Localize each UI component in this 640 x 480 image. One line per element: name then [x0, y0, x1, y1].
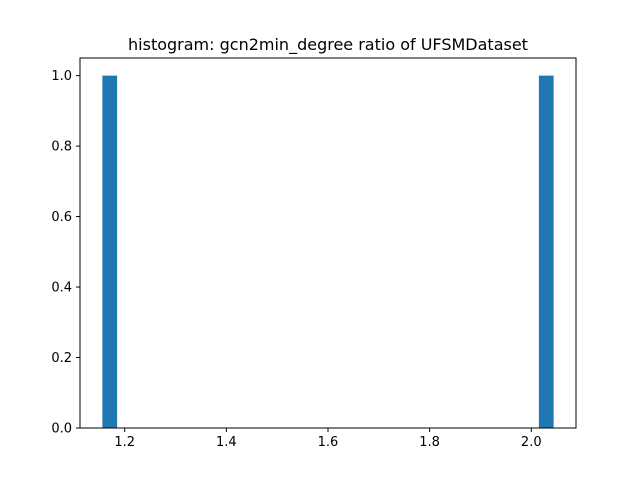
chart-title: histogram: gcn2min_degree ratio of UFSMD… [128, 35, 528, 55]
axes-frame [79, 57, 577, 429]
y-tick-label: 0.4 [51, 281, 72, 296]
y-tick-label: 1.0 [51, 69, 72, 84]
histogram-bar-1 [102, 75, 118, 428]
y-tick-label: 0.6 [51, 210, 72, 225]
y-tick-label: 0.2 [51, 351, 72, 366]
x-tick-label: 2.0 [521, 435, 542, 450]
y-tick-label: 0.0 [51, 422, 72, 437]
y-axis: 0.0 0.2 0.4 0.6 0.8 1.0 [51, 69, 80, 437]
x-tick-label: 1.8 [419, 435, 440, 450]
x-axis: 1.2 1.4 1.6 1.8 2.0 [114, 428, 542, 450]
x-tick-label: 1.4 [216, 435, 237, 450]
y-tick-label: 0.8 [51, 140, 72, 155]
x-tick-label: 1.2 [114, 435, 135, 450]
bars-group [102, 75, 554, 428]
histogram-bar-2 [538, 75, 554, 428]
x-tick-label: 1.6 [318, 435, 339, 450]
